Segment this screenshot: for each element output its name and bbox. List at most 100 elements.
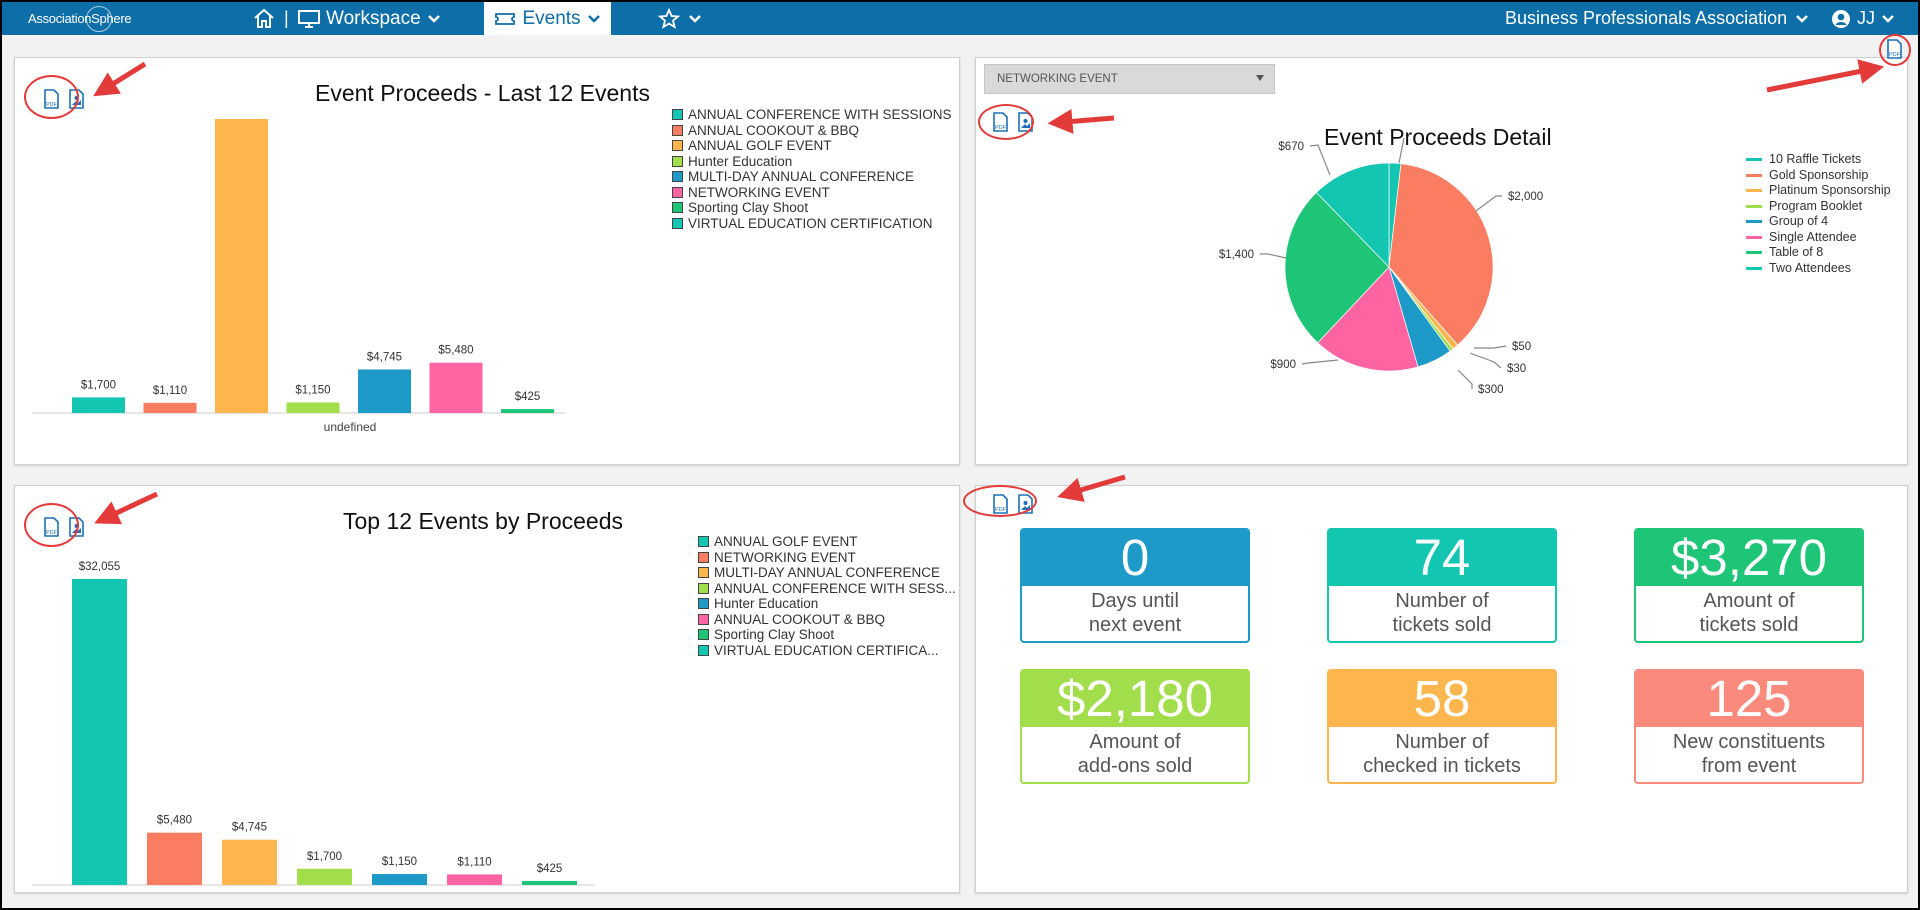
legend-swatch bbox=[698, 536, 709, 548]
pie-slice[interactable] bbox=[1388, 163, 1494, 346]
chart-legend: ANNUAL GOLF EVENT NETWORKING EVENT MULTI-D… bbox=[698, 534, 956, 658]
logo[interactable]: AssociationSphere bbox=[28, 6, 136, 32]
legend-item[interactable]: ANNUAL CONFERENCE WITH SESSIONS bbox=[672, 107, 952, 123]
bar[interactable] bbox=[501, 409, 554, 413]
pdf-export-icon[interactable]: PDF bbox=[43, 517, 60, 537]
legend-item[interactable]: ANNUAL COOKOUT & BBQ bbox=[672, 123, 952, 139]
bar[interactable] bbox=[143, 402, 197, 413]
event-select-dropdown[interactable]: NETWORKING EVENT bbox=[984, 64, 1275, 94]
legend-item[interactable]: ANNUAL CONFERENCE WITH SESS... bbox=[698, 581, 956, 597]
legend-swatch bbox=[1746, 220, 1762, 224]
legend-swatch bbox=[672, 124, 683, 136]
legend-item[interactable]: Sporting Clay Shoot bbox=[698, 627, 956, 643]
pdf-label: PDF bbox=[995, 125, 1007, 131]
events-menu[interactable]: Events bbox=[484, 2, 611, 35]
pie-slice[interactable] bbox=[1315, 162, 1390, 268]
bar[interactable] bbox=[447, 874, 502, 885]
kpi-label: New constituents bbox=[1672, 731, 1826, 753]
legend-item[interactable]: Gold Sponsorship bbox=[1746, 168, 1891, 184]
bar[interactable] bbox=[429, 362, 483, 413]
pie-slice[interactable] bbox=[1317, 266, 1419, 372]
kpi-label: next event bbox=[1088, 614, 1182, 636]
organization-menu[interactable]: Business Professionals Association bbox=[1505, 2, 1809, 35]
workspace-menu[interactable]: Workspace bbox=[298, 2, 441, 35]
globe-logo-icon bbox=[86, 6, 112, 32]
callout-line bbox=[1398, 138, 1405, 164]
legend-item[interactable]: Table of 8 bbox=[1746, 245, 1891, 261]
kpi-tickets-sold: 74 Number of tickets sold bbox=[1327, 528, 1557, 643]
slice-value-label: $30 bbox=[1507, 363, 1526, 375]
legend-item[interactable]: MULTI-DAY ANNUAL CONFERENCE bbox=[698, 565, 956, 581]
pdf-export-icon[interactable]: PDF bbox=[992, 494, 1009, 514]
legend-item[interactable]: Platinum Sponsorship bbox=[1746, 183, 1891, 199]
legend-item[interactable]: 10 Raffle Tickets bbox=[1746, 152, 1891, 168]
legend-swatch bbox=[672, 217, 683, 229]
legend-item[interactable]: Hunter Education bbox=[672, 154, 952, 170]
bar[interactable] bbox=[372, 874, 427, 885]
bar[interactable] bbox=[297, 868, 352, 885]
slice-value-label: $2,000 bbox=[1508, 191, 1543, 203]
favorites-menu[interactable] bbox=[658, 2, 702, 35]
bar[interactable] bbox=[147, 832, 202, 885]
kpi-label: Amount of bbox=[1703, 590, 1795, 612]
legend-item[interactable]: Sporting Clay Shoot bbox=[672, 200, 952, 216]
legend-item[interactable]: NETWORKING EVENT bbox=[698, 550, 956, 566]
workspace-label: Workspace bbox=[326, 7, 421, 29]
kpi-label: checked in tickets bbox=[1363, 755, 1521, 777]
legend-item[interactable]: VIRTUAL EDUCATION CERTIFICA... bbox=[698, 643, 956, 659]
legend-swatch bbox=[698, 551, 709, 563]
bar-value-label: $1,700 bbox=[307, 851, 342, 863]
legend-swatch bbox=[698, 567, 709, 579]
legend-label: Program Booklet bbox=[1769, 198, 1863, 213]
legend-item[interactable]: ANNUAL GOLF EVENT bbox=[698, 534, 956, 550]
bar[interactable] bbox=[222, 839, 277, 885]
legend-label: NETWORKING EVENT bbox=[688, 184, 830, 200]
legend-swatch bbox=[1746, 266, 1762, 270]
legend-item[interactable]: Hunter Education bbox=[698, 596, 956, 612]
bar-value-label: $4,745 bbox=[232, 822, 267, 834]
user-avatar-icon bbox=[1832, 9, 1850, 28]
legend-item[interactable]: ANNUAL GOLF EVENT bbox=[672, 138, 952, 154]
user-menu[interactable]: JJ bbox=[1831, 2, 1895, 35]
legend-item[interactable]: Program Booklet bbox=[1746, 199, 1891, 215]
legend-item[interactable]: ANNUAL COOKOUT & BBQ bbox=[698, 612, 956, 628]
image-export-icon[interactable] bbox=[1017, 112, 1034, 132]
legend-item[interactable]: Two Attendees bbox=[1746, 261, 1891, 277]
legend-label: 10 Raffle Tickets bbox=[1769, 152, 1862, 166]
dropdown-value: NETWORKING EVENT bbox=[997, 73, 1118, 85]
bar[interactable] bbox=[358, 369, 411, 413]
legend-item[interactable]: Single Attendee bbox=[1746, 230, 1891, 246]
legend-swatch bbox=[672, 155, 683, 167]
legend-label: Group of 4 bbox=[1769, 214, 1829, 228]
bar[interactable] bbox=[215, 119, 268, 413]
legend-swatch bbox=[698, 582, 709, 594]
callout-line bbox=[1260, 253, 1287, 259]
pdf-export-icon[interactable]: PDF bbox=[1886, 39, 1903, 59]
home-icon[interactable] bbox=[252, 7, 276, 29]
chevron-down-icon bbox=[587, 14, 600, 23]
events-label: Events bbox=[522, 7, 581, 29]
kpi-value: 125 bbox=[1636, 671, 1862, 727]
bar[interactable] bbox=[72, 579, 127, 885]
legend-label: VIRTUAL EDUCATION CERTIFICATION bbox=[688, 215, 933, 231]
legend-item[interactable]: NETWORKING EVENT bbox=[672, 185, 952, 201]
bar[interactable] bbox=[286, 402, 340, 413]
slice-value-label: $100 bbox=[1426, 138, 1452, 140]
pie-slice[interactable] bbox=[1284, 192, 1390, 344]
event-proceeds-panel: PDF Event Proceeds - Last 12 Events $1,7… bbox=[14, 57, 960, 465]
bar[interactable] bbox=[72, 397, 125, 413]
image-export-icon[interactable] bbox=[68, 89, 85, 109]
legend-swatch bbox=[672, 109, 683, 121]
chevron-down-icon bbox=[689, 14, 701, 23]
callout-line bbox=[1301, 359, 1339, 365]
legend-item[interactable]: MULTI-DAY ANNUAL CONFERENCE bbox=[672, 169, 952, 185]
kpi-label: add-ons sold bbox=[1077, 755, 1193, 777]
image-export-icon[interactable] bbox=[68, 517, 85, 537]
bar[interactable] bbox=[522, 880, 577, 885]
bar-value-label: $1,150 bbox=[382, 856, 417, 868]
legend-item[interactable]: Group of 4 bbox=[1746, 214, 1891, 230]
pdf-export-icon[interactable]: PDF bbox=[43, 89, 60, 109]
image-export-icon[interactable] bbox=[1017, 494, 1034, 514]
legend-item[interactable]: VIRTUAL EDUCATION CERTIFICATION bbox=[672, 216, 952, 232]
pdf-export-icon[interactable]: PDF bbox=[992, 112, 1009, 132]
